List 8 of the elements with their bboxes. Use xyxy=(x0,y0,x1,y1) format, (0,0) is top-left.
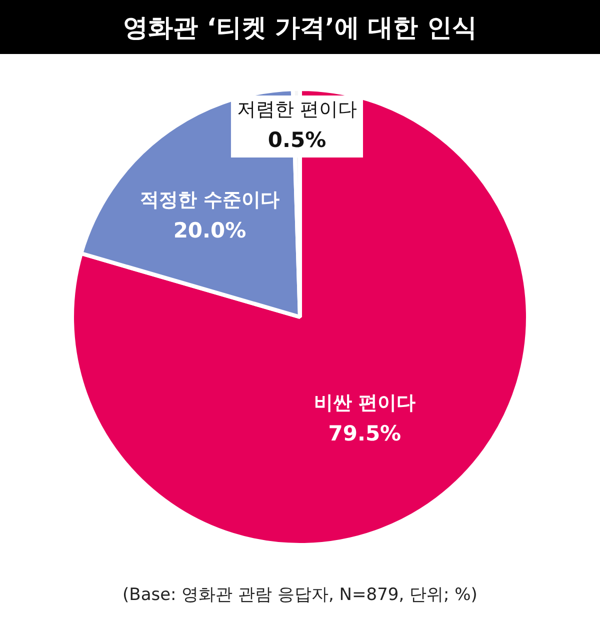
chart-title: 영화관 ‘티켓 가격’에 대한 인식 xyxy=(0,0,600,54)
data-label: 20.0% xyxy=(173,218,246,243)
slice-label: 비싼 편이다 xyxy=(314,392,416,414)
text: (Base: 영화관 관람 응답자, N=879, 단위; %) xyxy=(122,584,478,606)
data-label: 79.5% xyxy=(328,422,402,446)
slice-label: 저렴한 편이다 xyxy=(236,98,358,120)
slice-label: 적정한 수준이다 xyxy=(140,189,280,212)
data-label: 0.5% xyxy=(268,128,326,152)
